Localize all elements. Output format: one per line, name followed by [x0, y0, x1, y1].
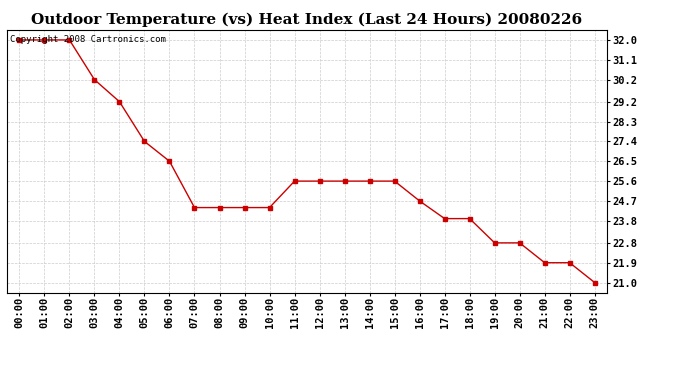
Text: Copyright 2008 Cartronics.com: Copyright 2008 Cartronics.com — [10, 35, 166, 44]
Title: Outdoor Temperature (vs) Heat Index (Last 24 Hours) 20080226: Outdoor Temperature (vs) Heat Index (Las… — [32, 13, 582, 27]
